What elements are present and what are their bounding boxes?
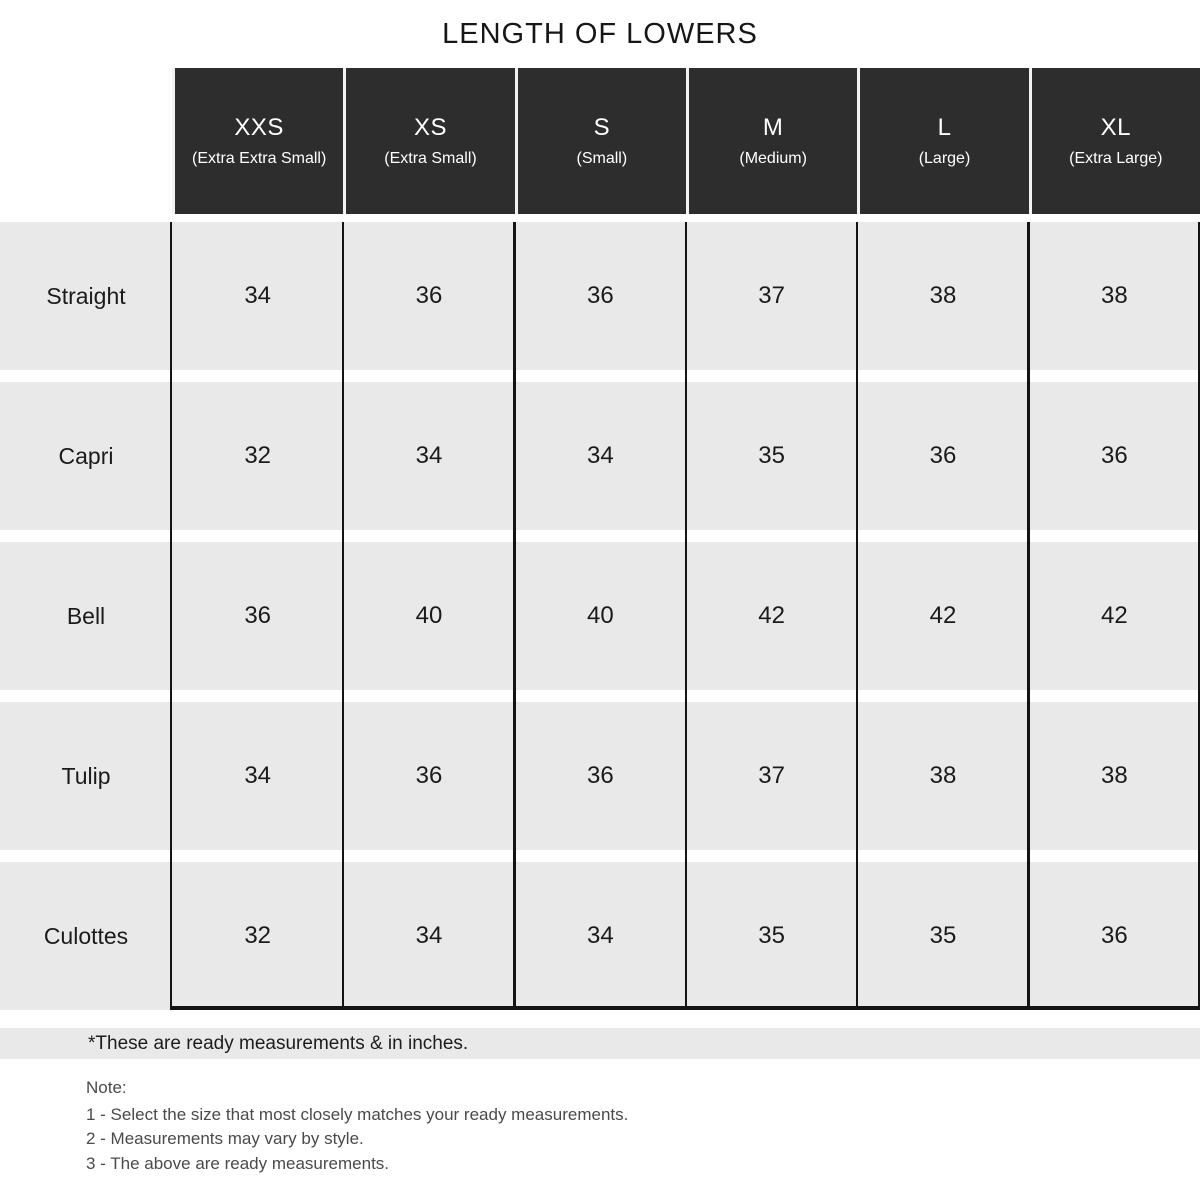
- row-label: Culottes: [0, 862, 172, 1010]
- size-value-cell: 35: [857, 862, 1029, 1010]
- size-value-cell: 37: [685, 702, 858, 850]
- notes-heading: Note:: [86, 1078, 127, 1097]
- table-row-tulip: Tulip 34 36 36 37 38 38: [0, 702, 1200, 850]
- page-title: LENGTH OF LOWERS: [442, 18, 758, 50]
- column-border: [169, 222, 172, 1010]
- notes-section: Note: 1 - Select the size that most clos…: [0, 1076, 1200, 1177]
- column-header-xs: XS (Extra Small): [343, 68, 515, 214]
- size-value-cell: 35: [685, 382, 858, 530]
- row-label: Tulip: [0, 702, 172, 850]
- size-value-cell: 36: [514, 222, 686, 370]
- column-header-xl: XL (Extra Large): [1028, 68, 1200, 214]
- size-value-cell: 36: [343, 702, 515, 850]
- size-value-cell: 34: [514, 382, 686, 530]
- size-value-cell: 34: [172, 222, 344, 370]
- footnote-strip: *These are ready measurements & in inche…: [0, 1028, 1200, 1059]
- size-value-cell: 34: [172, 702, 344, 850]
- size-value-cell: 35: [685, 862, 858, 1010]
- size-value-cell: 42: [685, 542, 858, 690]
- size-value-cell: 40: [343, 542, 515, 690]
- note-item: 2 - Measurements may vary by style.: [86, 1129, 364, 1149]
- size-value-cell: 36: [1028, 382, 1200, 530]
- size-value-cell: 34: [514, 862, 686, 1010]
- size-code: XS: [413, 114, 447, 141]
- size-full-name: (Medium): [739, 150, 807, 167]
- size-value-cell: 34: [343, 382, 515, 530]
- column-header-s: S (Small): [514, 68, 686, 214]
- row-label: Capri: [0, 382, 172, 530]
- table-bottom-border: [169, 1006, 1200, 1010]
- table-row-culottes: Culottes 32 34 34 35 35 36: [0, 862, 1200, 1010]
- size-full-name: (Large): [918, 150, 971, 167]
- size-value-cell: 38: [857, 222, 1029, 370]
- column-border: [513, 222, 516, 1010]
- column-border: [684, 222, 687, 1010]
- size-value-cell: 36: [1028, 862, 1200, 1010]
- size-code: M: [762, 114, 784, 141]
- note-item: 1 - Select the size that most closely ma…: [86, 1104, 629, 1124]
- table-row-bell: Bell 36 40 40 42 42 42: [0, 542, 1200, 690]
- column-header-m: M (Medium): [685, 68, 858, 214]
- table-row-capri: Capri 32 34 34 35 36 36: [0, 382, 1200, 530]
- size-full-name: (Small): [576, 150, 628, 167]
- size-chart-table: XXS (Extra Extra Small) XS (Extra Small)…: [0, 68, 1200, 1010]
- size-value-cell: 34: [343, 862, 515, 1010]
- size-value-cell: 38: [1028, 702, 1200, 850]
- size-value-cell: 36: [514, 702, 686, 850]
- size-value-cell: 37: [685, 222, 858, 370]
- column-border: [1027, 222, 1030, 1010]
- size-value-cell: 38: [1028, 222, 1200, 370]
- row-label: Bell: [0, 542, 172, 690]
- row-label: Straight: [0, 222, 172, 370]
- table-body: Straight 34 36 36 37 38 38 Capri 32 34 3…: [0, 222, 1200, 1010]
- size-value-cell: 40: [514, 542, 686, 690]
- size-full-name: (Extra Small): [384, 150, 477, 167]
- note-item: 3 - The above are ready measurements.: [86, 1153, 390, 1173]
- size-value-cell: 42: [1028, 542, 1200, 690]
- column-border: [341, 222, 345, 1010]
- size-full-name: (Extra Extra Small): [192, 150, 327, 167]
- size-value-cell: 42: [857, 542, 1029, 690]
- size-value-cell: 36: [857, 382, 1029, 530]
- size-code: XL: [1100, 114, 1131, 141]
- size-code: XXS: [234, 114, 284, 141]
- column-header-xxs: XXS (Extra Extra Small): [172, 68, 344, 214]
- size-value-cell: 32: [172, 862, 344, 1010]
- column-border: [1197, 222, 1200, 1010]
- table-header-row: XXS (Extra Extra Small) XS (Extra Small)…: [0, 68, 1200, 214]
- size-value-cell: 36: [343, 222, 515, 370]
- size-value-cell: 38: [857, 702, 1029, 850]
- size-code: S: [593, 114, 611, 141]
- size-full-name: (Extra Large): [1069, 150, 1163, 167]
- size-value-cell: 32: [172, 382, 344, 530]
- column-border: [855, 222, 859, 1010]
- footnote-text: *These are ready measurements & in inche…: [88, 1032, 469, 1054]
- size-value-cell: 36: [172, 542, 344, 690]
- size-code: L: [937, 114, 952, 141]
- corner-cell: [0, 68, 172, 214]
- column-header-l: L (Large): [857, 68, 1029, 214]
- table-row-straight: Straight 34 36 36 37 38 38: [0, 222, 1200, 370]
